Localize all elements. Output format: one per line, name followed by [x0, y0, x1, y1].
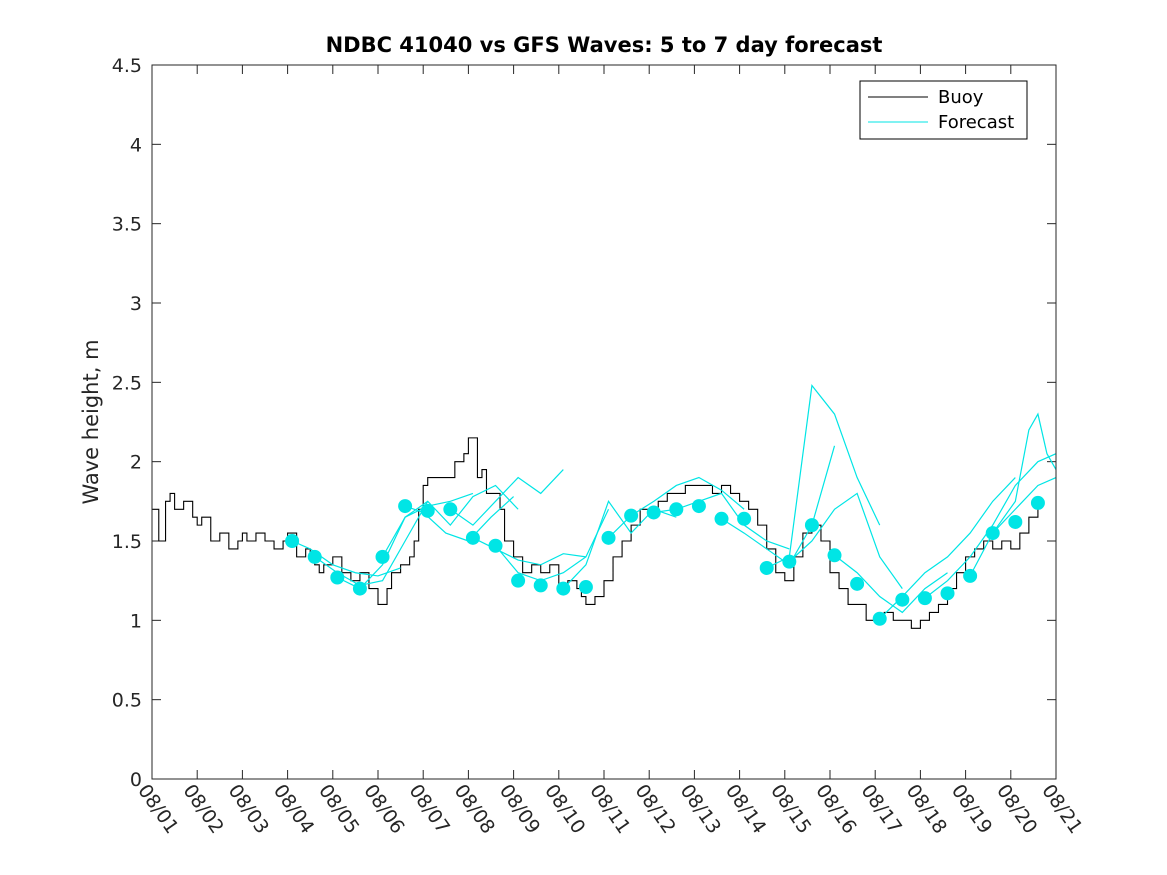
forecast-marker — [850, 576, 865, 591]
x-tick-label: 08/11 — [585, 780, 634, 837]
x-tick-label: 08/20 — [992, 780, 1041, 837]
forecast-marker — [691, 499, 706, 514]
forecast-marker — [375, 549, 390, 564]
forecast-marker — [917, 591, 932, 606]
x-tick-label: 08/06 — [359, 780, 408, 837]
forecast-marker — [737, 511, 752, 526]
forecast-marker — [465, 530, 480, 545]
y-tick-labels: 0 0.5 1 1.5 2 2.5 3 3.5 4 4.5 — [112, 55, 142, 791]
forecast-marker — [488, 538, 503, 553]
x-tick-label: 08/05 — [314, 780, 363, 837]
x-tick-label: 08/09 — [495, 780, 544, 837]
forecast-line — [291, 540, 401, 577]
x-tick-label: 08/15 — [766, 780, 815, 837]
y-tick-label: 1.5 — [112, 531, 142, 553]
y-axis-label: Wave height, m — [79, 339, 103, 504]
forecast-line — [314, 501, 429, 587]
plot-frame — [151, 64, 1057, 780]
forecast-marker — [827, 548, 842, 563]
y-tick-label: 1 — [130, 610, 142, 632]
forecast-marker — [1030, 495, 1045, 510]
y-tick-label: 4 — [130, 134, 142, 156]
forecast-marker — [624, 508, 639, 523]
forecast-line — [924, 453, 1057, 599]
forecast-marker — [443, 502, 458, 517]
forecast-marker — [285, 534, 300, 548]
x-tick-label: 08/08 — [450, 780, 499, 837]
forecast-line — [721, 445, 836, 566]
y-tick-label: 0 — [130, 769, 142, 791]
x-tick-label: 08/17 — [857, 780, 906, 837]
chart-title: NDBC 41040 vs GFS Waves: 5 to 7 day fore… — [326, 33, 883, 57]
y-tick-label: 2.5 — [112, 372, 142, 394]
forecast-marker — [533, 578, 548, 593]
x-tick-label: 08/07 — [405, 780, 454, 837]
x-tick-label: 08/02 — [179, 780, 228, 837]
forecast-line — [788, 492, 903, 589]
y-tick-label: 3.5 — [112, 214, 142, 236]
forecast-line — [449, 469, 564, 526]
x-tick-label: 08/10 — [540, 780, 589, 837]
forecast-marker — [1008, 514, 1023, 529]
forecast-marker — [963, 568, 978, 583]
y-tick-label: 4.5 — [112, 55, 142, 77]
forecast-marker — [985, 526, 1000, 541]
legend-buoy-label: Buoy — [938, 87, 984, 108]
forecast-line — [992, 476, 1057, 534]
forecast-marker — [646, 505, 661, 520]
forecast-series-group — [291, 384, 1057, 620]
x-tick-label: 08/14 — [721, 780, 770, 837]
x-tick-label: 08/19 — [947, 780, 996, 837]
forecast-marker — [759, 560, 774, 575]
x-tick-label: 08/12 — [631, 780, 680, 837]
x-tick-label: 08/04 — [269, 780, 318, 837]
forecast-marker — [872, 611, 887, 626]
forecast-marker — [895, 592, 910, 607]
plot-background — [152, 65, 1056, 779]
forecast-marker — [398, 499, 413, 514]
forecast-markers — [285, 495, 1045, 626]
forecast-marker — [556, 581, 571, 596]
x-tick-labels: 08/0108/0208/0308/0408/0508/0608/0708/08… — [133, 780, 1086, 837]
forecast-marker — [782, 554, 797, 569]
forecast-line — [834, 554, 948, 614]
x-tick-label: 08/03 — [224, 780, 273, 837]
forecast-marker — [330, 570, 345, 585]
forecast-marker — [601, 530, 616, 545]
forecast-marker — [352, 581, 367, 596]
legend: Buoy Forecast — [859, 80, 1028, 140]
legend-box — [859, 80, 1028, 140]
forecast-marker — [940, 586, 955, 601]
forecast-marker — [307, 549, 322, 564]
x-tick-label: 08/16 — [811, 780, 860, 837]
x-tick-label: 08/18 — [902, 780, 951, 837]
forecast-line — [381, 484, 519, 558]
y-tick-label: 3 — [130, 293, 142, 315]
y-tick-label: 2 — [130, 452, 142, 474]
x-tick-label: 08/13 — [676, 780, 725, 837]
forecast-marker — [578, 580, 593, 595]
forecast-marker — [420, 503, 435, 518]
legend-forecast-label: Forecast — [938, 112, 1014, 133]
forecast-line — [495, 509, 610, 582]
forecast-marker — [804, 518, 819, 533]
y-tick-label: 0.5 — [112, 690, 142, 712]
forecast-line — [404, 496, 515, 542]
forecast-marker — [669, 502, 684, 517]
forecast-marker — [714, 511, 729, 526]
x-tick-label: 08/21 — [1037, 780, 1086, 837]
forecast-marker — [511, 573, 526, 588]
